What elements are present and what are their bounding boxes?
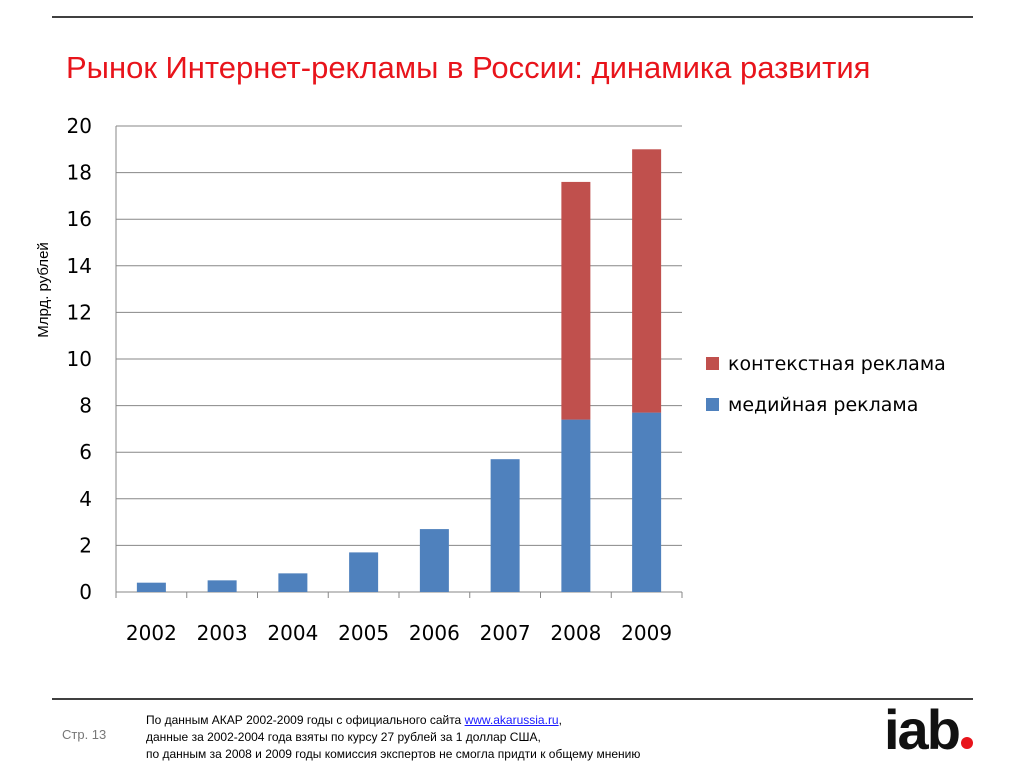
y-tick-label: 2 [79, 533, 92, 557]
x-tick-label: 2003 [197, 621, 248, 645]
x-tick-label: 2009 [621, 621, 672, 645]
x-tick-label: 2008 [550, 621, 601, 645]
iab-logo: iab [884, 700, 973, 760]
bottom-rule [52, 698, 973, 700]
source-footnote: По данным АКАР 2002-2009 годы с официаль… [146, 712, 640, 763]
legend-label: медийная реклама [728, 394, 918, 416]
bar-media-2002 [136, 582, 166, 592]
bar-media-2007 [490, 459, 520, 592]
bar-media-2004 [278, 573, 308, 592]
x-tick-label: 2007 [480, 621, 531, 645]
y-tick-label: 14 [67, 254, 92, 278]
y-tick-label: 18 [67, 161, 92, 185]
bar-media-2005 [349, 552, 379, 592]
y-tick-label: 8 [79, 394, 92, 418]
footnote-line-1-text: По данным АКАР 2002-2009 годы с официаль… [146, 713, 465, 727]
legend-swatch [706, 357, 719, 370]
stacked-bar-chart: 0 2 4 6 8 10 12 14 16 18 20 2002 2003 2004 2005 2006 200… [35, 114, 946, 645]
page-number: Стр. 13 [62, 727, 107, 742]
bar-context-2009 [632, 149, 662, 413]
x-tick-label: 2005 [338, 621, 389, 645]
y-tick-label: 16 [67, 207, 92, 231]
x-tick-label: 2006 [409, 621, 460, 645]
bar-media-2008 [561, 419, 591, 592]
iab-logo-text: iab [884, 698, 961, 761]
bar-media-2006 [419, 529, 449, 592]
footnote-line-2: данные за 2002-2004 года взяты по курсу … [146, 730, 541, 744]
bar-media-2009 [632, 412, 662, 592]
y-tick-label: 20 [67, 114, 92, 138]
x-tick-label: 2004 [267, 621, 318, 645]
slide-title: Рынок Интернет-рекламы в России: динамик… [66, 50, 871, 85]
source-link[interactable]: www.akarussia.ru [464, 713, 559, 727]
iab-logo-dot [960, 737, 973, 749]
x-tick-label: 2002 [126, 621, 177, 645]
y-axis-label: Млрд. рублей [35, 242, 52, 338]
footnote-line-3: по данным за 2008 и 2009 годы комиссия э… [146, 747, 641, 761]
y-tick-label: 12 [67, 300, 92, 324]
y-tick-label: 0 [79, 580, 92, 604]
bar-media-2003 [207, 580, 237, 592]
bar-context-2008 [561, 181, 591, 420]
legend-label: контекстная реклама [728, 353, 946, 375]
footnote-line-1: По данным АКАР 2002-2009 годы с официаль… [146, 712, 640, 729]
y-tick-label: 4 [79, 487, 92, 511]
legend-swatch [706, 398, 719, 411]
top-rule [52, 16, 973, 18]
y-tick-label: 6 [79, 440, 92, 464]
y-tick-label: 10 [67, 347, 92, 371]
footnote-line-1-suffix: , [558, 713, 562, 727]
